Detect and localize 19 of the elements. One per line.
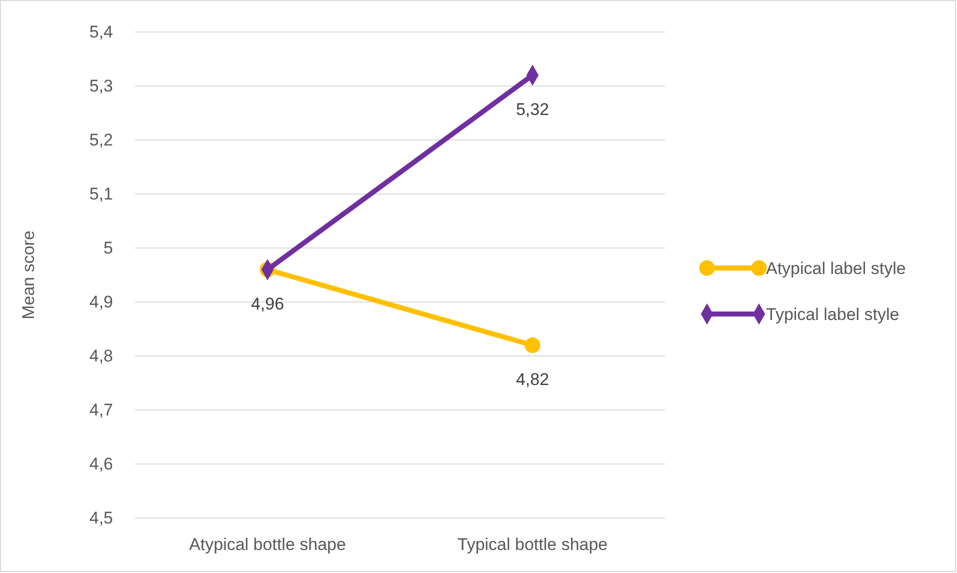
y-tick-label: 5,4 — [89, 22, 113, 42]
legend-label: Typical label style — [766, 305, 900, 324]
y-tick-label: 4,8 — [89, 346, 113, 366]
legend-label: Atypical label style — [766, 259, 906, 278]
y-tick-label: 4,5 — [89, 508, 113, 528]
y-tick-label: 5,1 — [89, 184, 113, 204]
data-label: 4,82 — [516, 370, 550, 390]
y-tick-label: 4,7 — [89, 400, 113, 420]
y-tick-label: 5 — [104, 238, 113, 258]
y-tick-label: 4,9 — [89, 292, 113, 312]
y-tick-label: 5,3 — [89, 76, 113, 96]
y-axis-title: Mean score — [19, 230, 38, 320]
x-tick-label: Typical bottle shape — [457, 535, 608, 554]
x-tick-label: Atypical bottle shape — [189, 535, 346, 554]
data-label: 5,32 — [516, 100, 550, 120]
y-tick-label: 5,2 — [89, 130, 113, 150]
data-label: 4,96 — [250, 294, 284, 314]
y-tick-label: 4,6 — [89, 454, 113, 474]
point — [524, 337, 540, 353]
